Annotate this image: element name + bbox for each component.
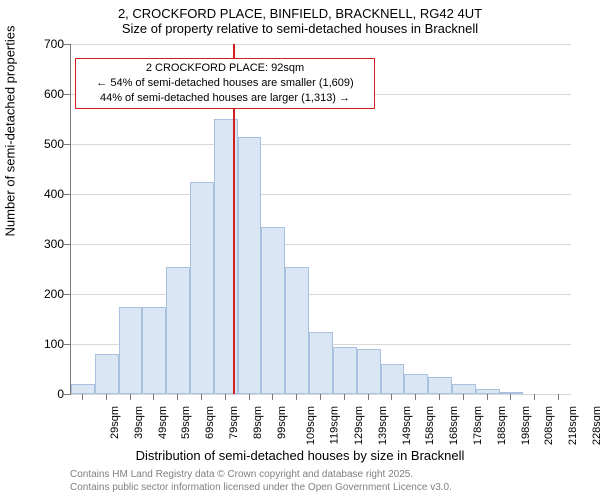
footer-line-2: Contains public sector information licen… [70, 481, 452, 494]
x-tick-label: 139sqm [377, 406, 389, 445]
histogram-bar [261, 227, 285, 395]
x-tick-mark [415, 394, 416, 400]
x-tick-mark [368, 394, 369, 400]
x-tick-mark [82, 394, 83, 400]
histogram-bar [95, 354, 119, 394]
y-tick-label: 100 [24, 337, 64, 351]
gridline [71, 294, 571, 295]
x-tick-mark [153, 394, 154, 400]
x-tick-label: 208sqm [544, 406, 556, 445]
title-line-1: 2, CROCKFORD PLACE, BINFIELD, BRACKNELL,… [0, 6, 600, 21]
x-tick-mark [296, 394, 297, 400]
x-tick-label: 119sqm [329, 406, 341, 444]
annotation-box: 2 CROCKFORD PLACE: 92sqm← 54% of semi-de… [75, 58, 375, 109]
gridline [71, 244, 571, 245]
x-tick-label: 198sqm [520, 406, 532, 445]
y-tick-label: 600 [24, 87, 64, 101]
x-tick-label: 39sqm [133, 406, 145, 439]
x-tick-mark [130, 394, 131, 400]
histogram-bar [119, 307, 143, 395]
histogram-bar [428, 377, 452, 395]
x-tick-label: 228sqm [591, 406, 600, 445]
y-tick-mark [64, 244, 70, 245]
x-tick-label: 178sqm [472, 406, 484, 445]
x-tick-mark [201, 394, 202, 400]
histogram-bar [404, 374, 428, 394]
y-tick-mark [64, 144, 70, 145]
y-tick-label: 200 [24, 287, 64, 301]
y-tick-mark [64, 344, 70, 345]
x-tick-label: 149sqm [401, 406, 413, 445]
y-axis-title: Number of semi-detached properties [3, 217, 18, 237]
x-tick-mark [510, 394, 511, 400]
x-tick-mark [391, 394, 392, 400]
footer-line-1: Contains HM Land Registry data © Crown c… [70, 468, 452, 481]
histogram-chart: 2, CROCKFORD PLACE, BINFIELD, BRACKNELL,… [0, 0, 600, 500]
x-tick-mark [558, 394, 559, 400]
y-tick-label: 500 [24, 137, 64, 151]
x-axis-title: Distribution of semi-detached houses by … [0, 448, 600, 463]
x-tick-label: 158sqm [425, 406, 437, 445]
histogram-bar [71, 384, 95, 394]
x-tick-label: 59sqm [180, 406, 192, 439]
y-tick-mark [64, 294, 70, 295]
x-tick-label: 99sqm [276, 406, 288, 439]
x-tick-mark [177, 394, 178, 400]
x-tick-mark [106, 394, 107, 400]
gridline [71, 394, 571, 395]
chart-title-block: 2, CROCKFORD PLACE, BINFIELD, BRACKNELL,… [0, 0, 600, 36]
x-tick-mark [249, 394, 250, 400]
y-tick-label: 400 [24, 187, 64, 201]
gridline [71, 44, 571, 45]
histogram-bar [357, 349, 381, 394]
x-tick-label: 188sqm [496, 406, 508, 445]
y-tick-label: 300 [24, 237, 64, 251]
histogram-bar [381, 364, 405, 394]
x-tick-label: 79sqm [228, 406, 240, 439]
x-tick-label: 168sqm [448, 406, 460, 445]
x-tick-mark [272, 394, 273, 400]
x-tick-label: 29sqm [109, 406, 121, 439]
y-tick-mark [64, 44, 70, 45]
title-line-2: Size of property relative to semi-detach… [0, 21, 600, 36]
annotation-line: ← 54% of semi-detached houses are smalle… [80, 76, 370, 91]
histogram-bar [333, 347, 357, 395]
annotation-line: 44% of semi-detached houses are larger (… [80, 91, 370, 106]
histogram-bar [166, 267, 190, 395]
histogram-bar [190, 182, 214, 395]
histogram-bar [452, 384, 476, 394]
x-tick-mark [463, 394, 464, 400]
x-tick-label: 129sqm [353, 406, 365, 445]
x-tick-mark [439, 394, 440, 400]
attribution-footer: Contains HM Land Registry data © Crown c… [70, 468, 452, 494]
gridline [71, 194, 571, 195]
histogram-bar [238, 137, 262, 395]
y-tick-mark [64, 394, 70, 395]
x-tick-mark [344, 394, 345, 400]
y-tick-mark [64, 94, 70, 95]
x-tick-mark [534, 394, 535, 400]
x-tick-label: 69sqm [204, 406, 216, 439]
x-tick-label: 89sqm [252, 406, 264, 439]
x-tick-label: 218sqm [567, 406, 579, 445]
x-tick-mark [320, 394, 321, 400]
histogram-bar [285, 267, 309, 395]
x-tick-mark [225, 394, 226, 400]
annotation-line: 2 CROCKFORD PLACE: 92sqm [80, 61, 370, 76]
gridline [71, 144, 571, 145]
y-tick-mark [64, 194, 70, 195]
y-tick-label: 0 [24, 387, 64, 401]
x-tick-label: 109sqm [306, 406, 318, 445]
x-tick-mark [487, 394, 488, 400]
x-tick-label: 49sqm [157, 406, 169, 439]
histogram-bar [142, 307, 166, 395]
histogram-bar [309, 332, 333, 395]
y-tick-label: 700 [24, 37, 64, 51]
